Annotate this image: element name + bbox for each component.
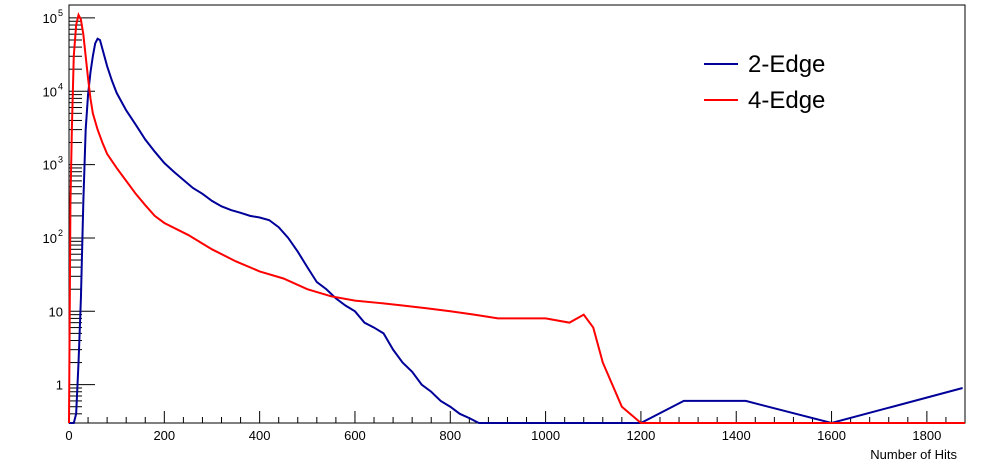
series-line-4-edge	[68, 11, 965, 424]
y-tick-label: 10	[43, 11, 57, 26]
x-tick-label: 1000	[531, 428, 560, 443]
legend-label-2-edge: 2-Edge	[748, 51, 825, 78]
y-tick-exponent: 3	[58, 155, 63, 165]
y-tick-label: 10	[43, 84, 57, 99]
legend-label-4-edge: 4-Edge	[748, 87, 825, 114]
legend: 2-Edge 4-Edge	[704, 51, 825, 114]
y-tick-exponent: 4	[58, 81, 63, 91]
y-tick-label: 10	[49, 304, 63, 319]
x-tick-label: 1400	[722, 428, 751, 443]
x-axis-title: Number of Hits	[870, 447, 957, 462]
y-tick-exponent: 2	[58, 228, 63, 238]
y-tick-label: 1	[56, 378, 63, 393]
x-axis: 0 200 400 600 800 1000 1200 1400 1600 1800	[65, 411, 966, 443]
x-tick-label: 1600	[817, 428, 846, 443]
x-tick-label: 400	[249, 428, 271, 443]
y-tick-label: 10	[43, 158, 57, 173]
x-tick-label: 200	[153, 428, 175, 443]
plot-frame	[68, 4, 966, 424]
x-tick-label: 600	[344, 428, 366, 443]
x-tick-label: 1200	[626, 428, 655, 443]
x-tick-label: 800	[439, 428, 461, 443]
series-line-2-edge	[69, 37, 963, 425]
series-layer	[68, 11, 965, 425]
x-tick-label: 1800	[912, 428, 941, 443]
y-tick-label: 10	[43, 231, 57, 246]
x-tick-label: 0	[65, 428, 72, 443]
y-tick-exponent: 5	[58, 8, 63, 18]
